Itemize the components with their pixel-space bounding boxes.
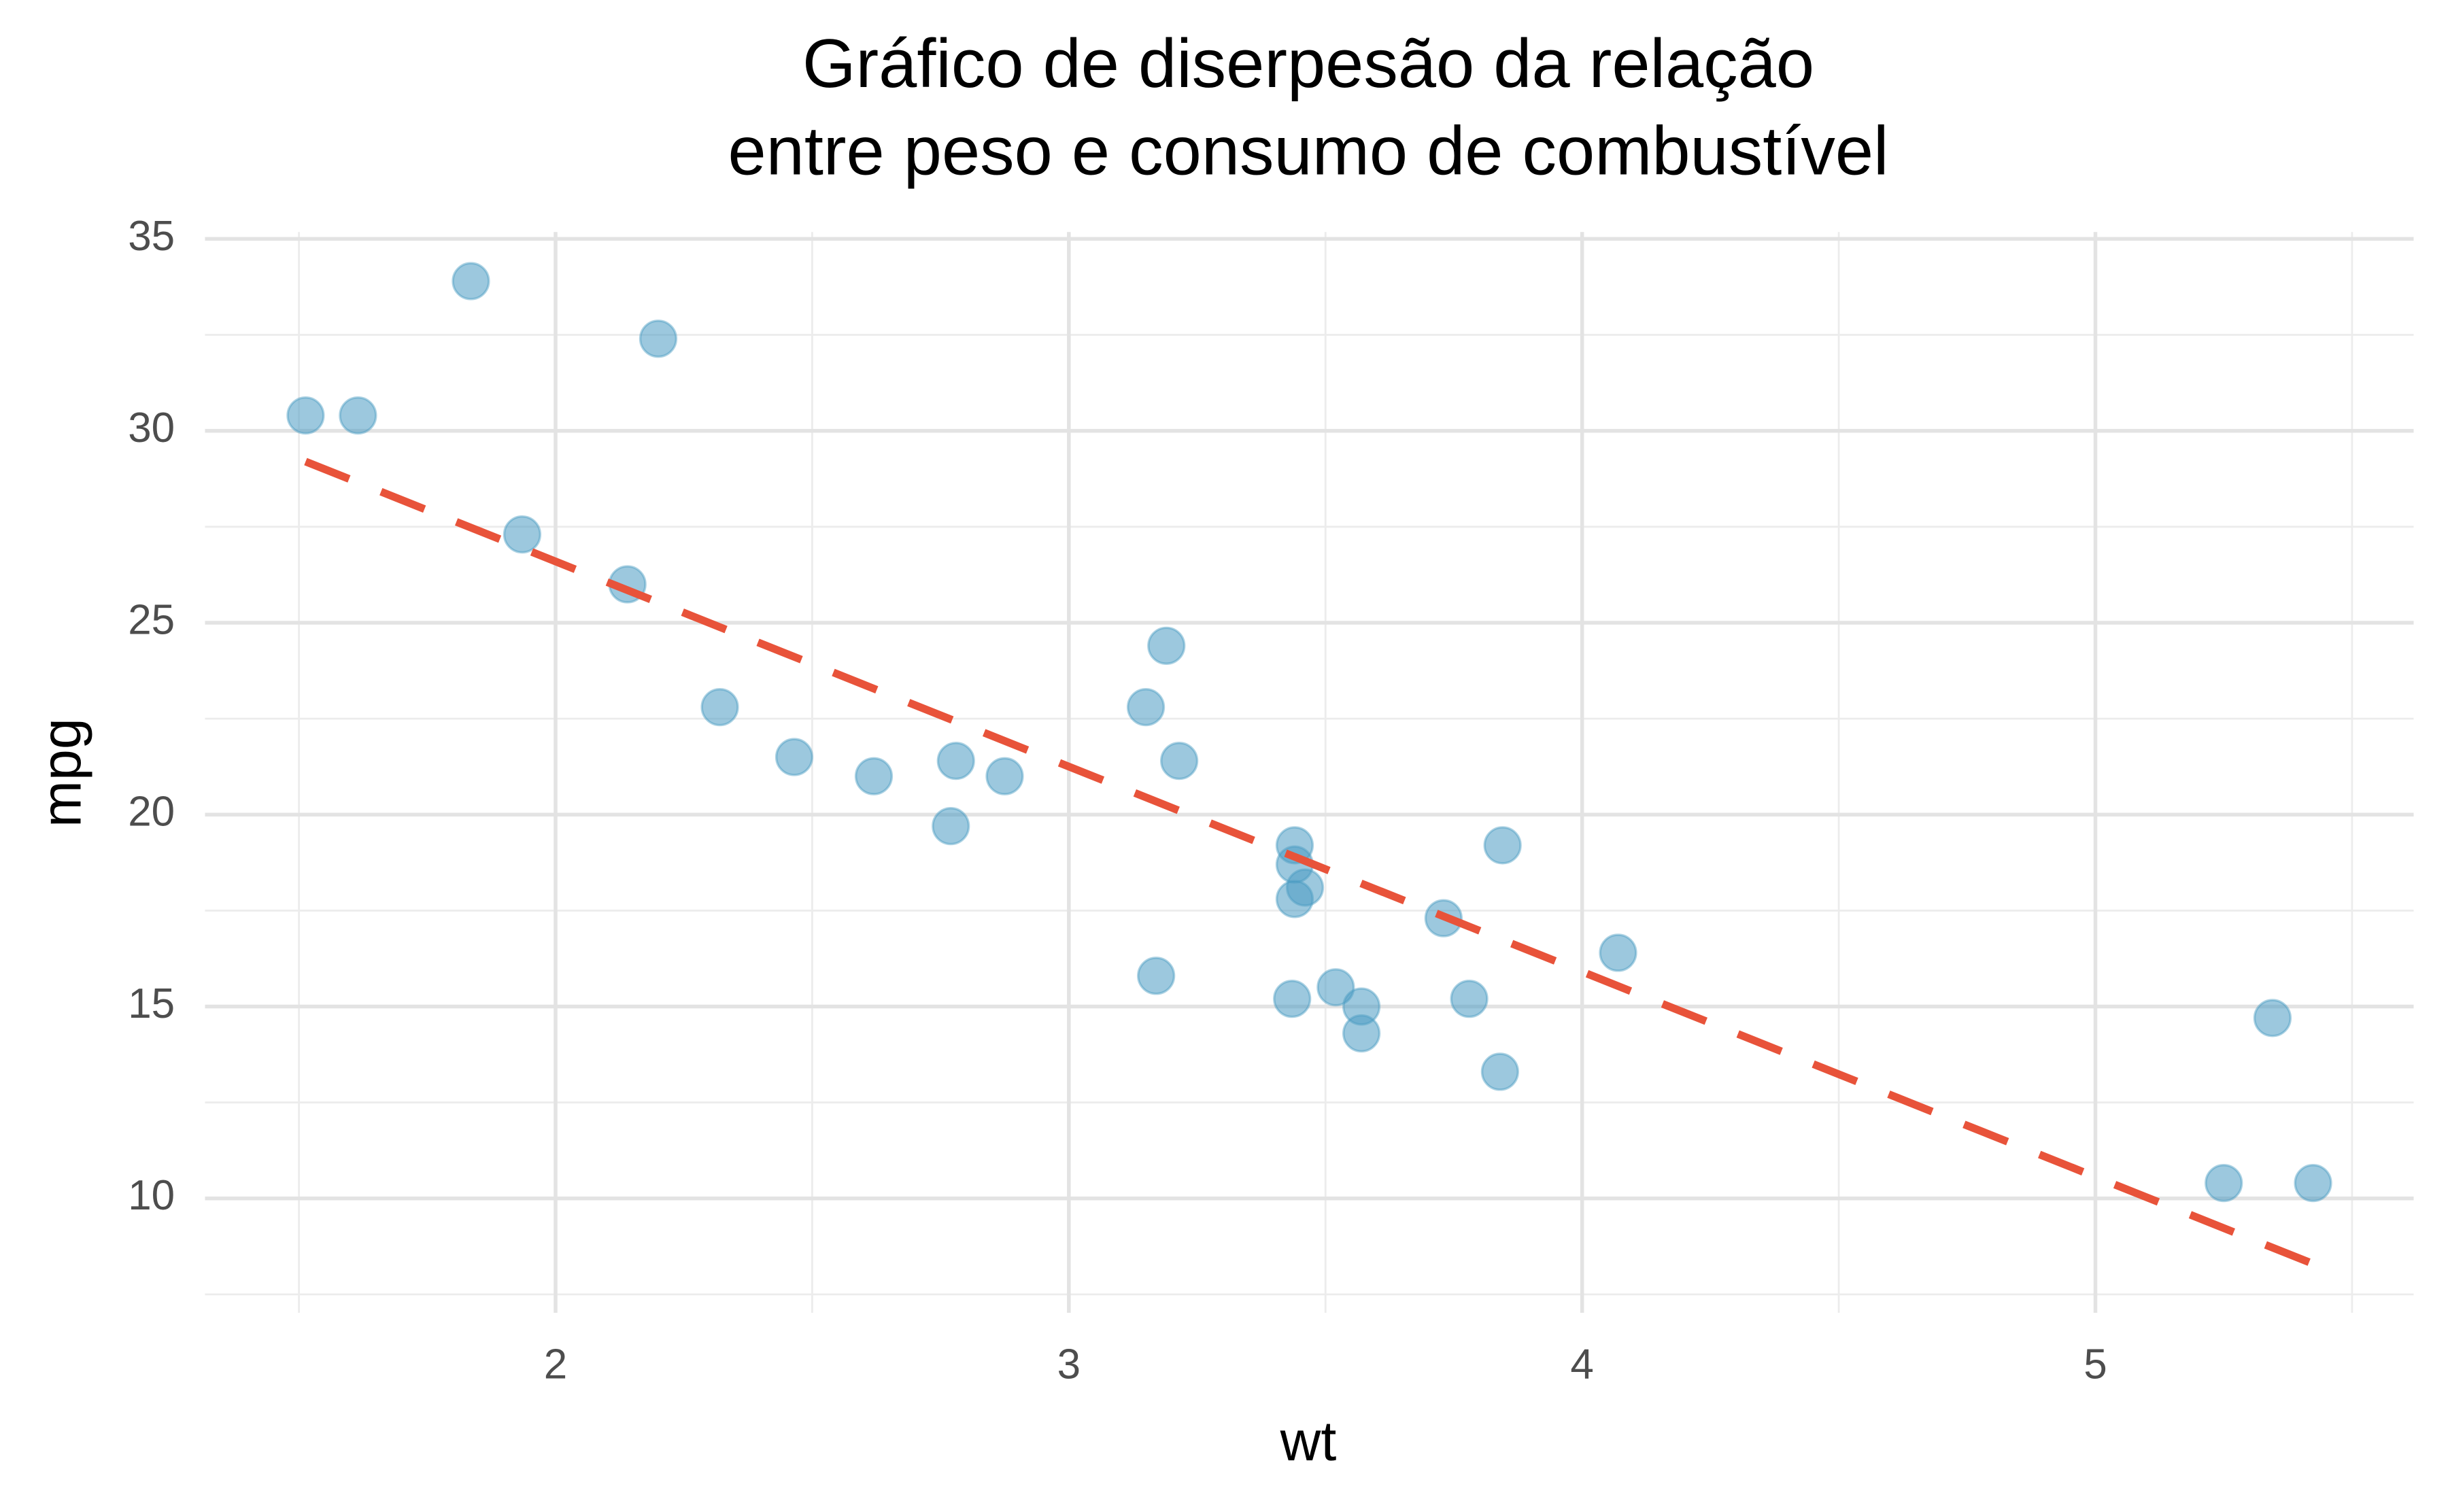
point — [1599, 933, 1637, 972]
point — [854, 757, 894, 795]
marks — [286, 262, 2332, 1268]
y-tick-label: 30 — [128, 405, 175, 451]
point — [936, 742, 975, 780]
point — [1275, 880, 1314, 918]
x-tick-label: 4 — [1570, 1341, 1593, 1388]
point — [1126, 688, 1166, 727]
point — [2205, 1164, 2243, 1203]
trend-line — [304, 458, 2315, 1268]
point — [932, 807, 970, 846]
y-tick-label: 20 — [128, 789, 175, 836]
y-tick-label: 10 — [128, 1172, 175, 1219]
point — [639, 320, 678, 358]
point — [1450, 980, 1489, 1018]
grid — [205, 232, 2414, 1313]
point — [2294, 1164, 2332, 1203]
point — [1342, 987, 1381, 1026]
y-axis-title: mpg — [29, 718, 92, 827]
chart-title: entre peso e consumo de combustível — [728, 113, 1888, 189]
point — [985, 757, 1024, 795]
point — [2253, 999, 2292, 1037]
x-axis-title: wt — [1280, 1409, 1337, 1473]
y-tick-label: 35 — [128, 213, 175, 260]
point — [1480, 1052, 1520, 1091]
point — [1483, 826, 1522, 865]
y-tick-label: 25 — [128, 596, 175, 643]
chart-title: Gráfico de diserpesão da relação — [802, 26, 1814, 102]
point — [1137, 957, 1176, 995]
point — [700, 688, 739, 727]
y-tick-label: 15 — [128, 980, 175, 1027]
point — [286, 396, 325, 435]
point — [1159, 742, 1199, 780]
point — [1316, 968, 1355, 1007]
point — [339, 396, 377, 435]
point — [1273, 980, 1312, 1018]
point — [1147, 626, 1186, 665]
point — [503, 515, 542, 554]
x-tick-label: 2 — [544, 1341, 567, 1388]
x-tick-label: 3 — [1057, 1341, 1081, 1388]
x-tick-label: 5 — [2084, 1341, 2107, 1388]
point — [452, 262, 490, 300]
point — [775, 738, 814, 776]
